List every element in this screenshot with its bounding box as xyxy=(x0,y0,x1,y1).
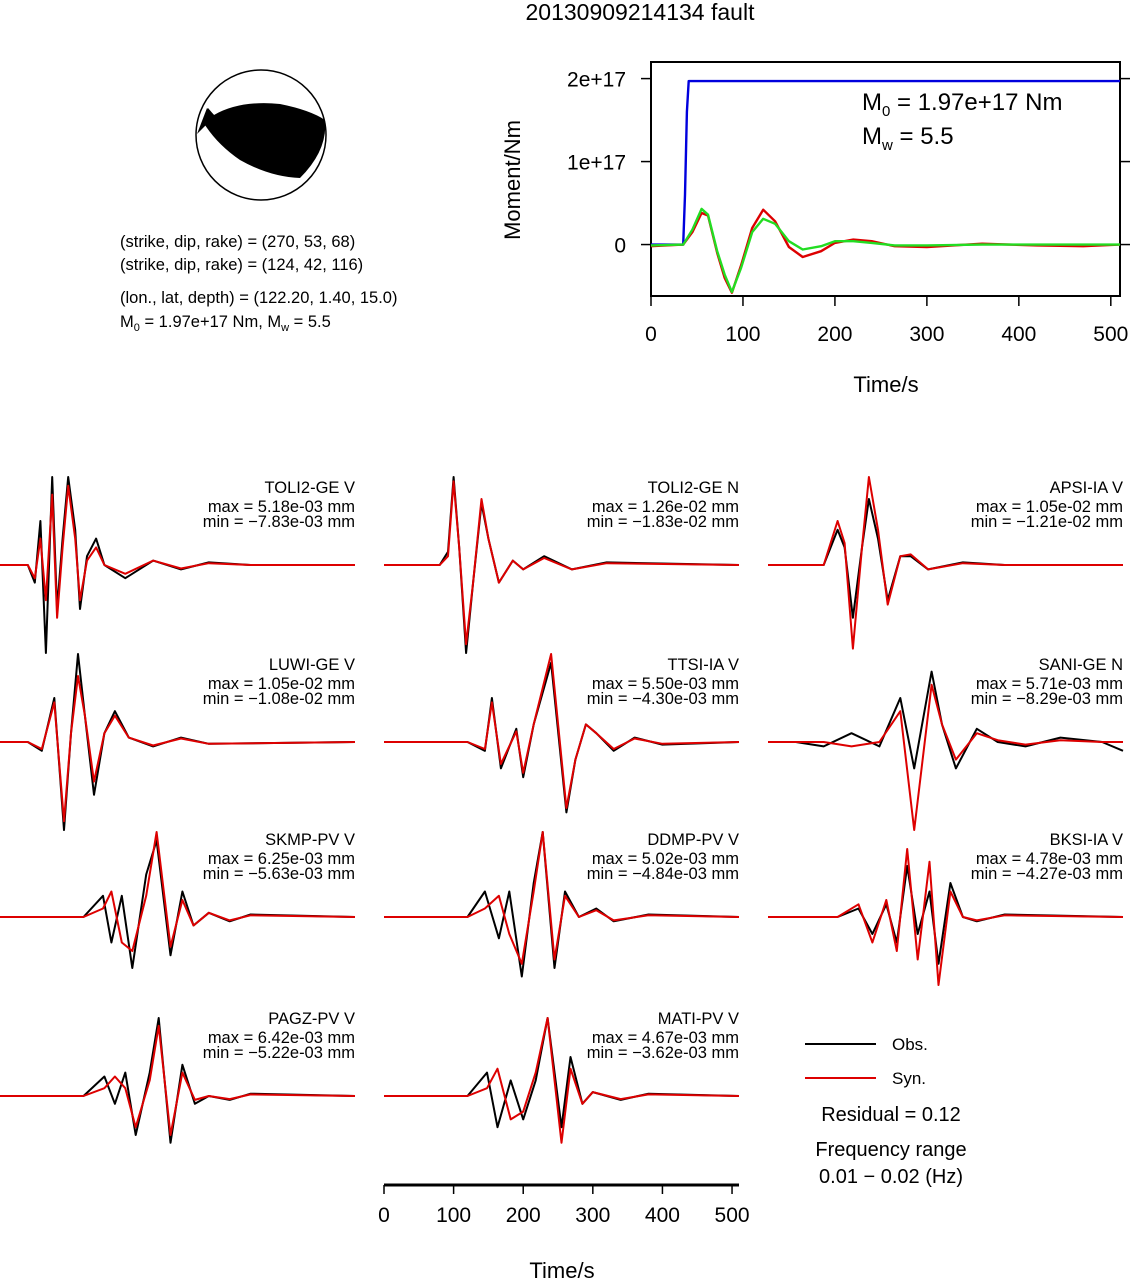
station-name: BKSI-IA V xyxy=(1050,831,1123,849)
station-min: min = −7.83e-03 mm xyxy=(203,513,355,531)
synthetic-trace xyxy=(0,1024,356,1136)
station-max: max = 1.05e-02 mm xyxy=(208,675,355,693)
station-name: LUWI-GE V xyxy=(269,656,355,674)
event-location: (lon., lat, depth) = (122.20, 1.40, 15.0… xyxy=(120,289,397,307)
station-max: max = 6.42e-03 mm xyxy=(208,1029,355,1047)
station-max: max = 5.02e-03 mm xyxy=(592,850,739,868)
moment-m0-annotation: M0 = 1.97e+17 Nm xyxy=(862,89,1062,120)
station-min: min = −3.62e-03 mm xyxy=(587,1044,739,1062)
moment-y-tick-label: 1e+17 xyxy=(567,152,626,175)
station-name: TTSI-IA V xyxy=(667,656,739,674)
moment-x-tick-label: 500 xyxy=(1093,323,1128,346)
station-min: min = −1.08e-02 mm xyxy=(203,690,355,708)
station-name: PAGZ-PV V xyxy=(268,1010,355,1028)
station-max: max = 4.78e-03 mm xyxy=(976,850,1123,868)
moment-series xyxy=(650,79,1121,294)
waveform-x-tick-label: 200 xyxy=(506,1204,541,1227)
compressional-quadrant xyxy=(205,103,326,178)
moment-x-tick-label: 100 xyxy=(725,323,760,346)
moment-y-tick-label: 0 xyxy=(614,235,626,258)
figure-title: 20130909214134 fault xyxy=(526,0,756,25)
moment-x-axis-label: Time/s xyxy=(853,372,918,397)
station-min: min = −4.30e-03 mm xyxy=(587,690,739,708)
residual-label: Residual = 0.12 xyxy=(821,1104,961,1126)
station-name: TOLI2-GE N xyxy=(648,479,739,497)
moment-x-tick-label: 400 xyxy=(1001,323,1036,346)
frequency-range-value: 0.01 − 0.02 (Hz) xyxy=(819,1166,963,1188)
nodal-plane-1: (strike, dip, rake) = (270, 53, 68) xyxy=(120,233,355,251)
moment-y-tick-label: 2e+17 xyxy=(567,69,626,92)
station-name: TOLI2-GE V xyxy=(265,479,355,497)
waveform-x-tick-label: 500 xyxy=(715,1204,750,1227)
station-name: SANI-GE N xyxy=(1039,656,1123,674)
moment-magnitude-line: M0 = 1.97e+17 Nm, Mw = 5.5 xyxy=(120,313,331,334)
synthetic-trace xyxy=(384,480,740,646)
waveform-x-axis-label: Time/s xyxy=(529,1258,594,1280)
legend-syn-label: Syn. xyxy=(892,1069,926,1088)
synthetic-trace xyxy=(384,653,740,809)
station-max: max = 1.05e-02 mm xyxy=(976,498,1123,516)
station-max: max = 5.18e-03 mm xyxy=(208,498,355,516)
station-name: DDMP-PV V xyxy=(647,831,739,849)
station-min: min = −4.27e-03 mm xyxy=(971,865,1123,883)
moment-rate-line xyxy=(650,207,1120,294)
station-max: max = 6.25e-03 mm xyxy=(208,850,355,868)
moment-plot-frame xyxy=(650,61,1121,297)
synthetic-trace xyxy=(768,476,1123,650)
station-max: max = 1.26e-02 mm xyxy=(592,498,739,516)
station-min: min = −1.21e-02 mm xyxy=(971,513,1123,531)
synthetic-trace xyxy=(384,1017,740,1144)
nodal-plane-2: (strike, dip, rake) = (124, 42, 116) xyxy=(120,256,363,274)
moment-x-tick-label: 0 xyxy=(645,323,657,346)
station-min: min = −5.63e-03 mm xyxy=(203,865,355,883)
waveform-x-tick-label: 0 xyxy=(378,1204,390,1227)
waveform-time-axis: 0 100 200 300 400 500 xyxy=(378,1183,750,1227)
moment-mw-annotation: Mw = 5.5 xyxy=(862,123,954,154)
station-name: MATI-PV V xyxy=(658,1010,739,1028)
moment-rate-line xyxy=(650,208,1121,294)
station-min: min = −1.83e-02 mm xyxy=(587,513,739,531)
compressional-sliver xyxy=(197,108,215,134)
legend: Obs. Syn. Residual = 0.12 Frequency rang… xyxy=(805,1035,967,1188)
synthetic-trace xyxy=(0,831,356,952)
station-max: max = 4.67e-03 mm xyxy=(592,1029,739,1047)
station-min: min = −5.22e-03 mm xyxy=(203,1044,355,1062)
synthetic-trace xyxy=(768,848,1124,986)
station-min: min = −4.84e-03 mm xyxy=(587,865,739,883)
moment-x-tick-label: 200 xyxy=(817,323,852,346)
station-name: SKMP-PV V xyxy=(265,831,355,849)
synthetic-trace xyxy=(0,484,355,619)
moment-x-tick-label: 300 xyxy=(909,323,944,346)
frequency-range-label: Frequency range xyxy=(815,1139,966,1161)
moment-function-plot: 0 100 200 300 400 500 0 1e+17 2e+17 Moment/Nm Ti… xyxy=(500,61,1130,397)
moment-axis-ticks: 0 100 200 300 400 500 0 1e+17 2e+17 xyxy=(567,69,1130,346)
focal-info: (strike, dip, rake) = (270, 53, 68) (str… xyxy=(120,233,397,334)
waveform-x-tick-label: 100 xyxy=(436,1204,471,1227)
waveform-x-tick-label: 400 xyxy=(645,1204,680,1227)
waveform-x-tick-label: 300 xyxy=(575,1204,610,1227)
station-max: max = 5.71e-03 mm xyxy=(976,675,1123,693)
synthetic-trace xyxy=(384,831,740,965)
station-name: APSI-IA V xyxy=(1050,479,1123,497)
moment-y-axis-label: Moment/Nm xyxy=(500,120,525,240)
station-max: max = 5.50e-03 mm xyxy=(592,675,739,693)
legend-obs-label: Obs. xyxy=(892,1035,928,1054)
focal-mechanism-beachball xyxy=(195,69,327,201)
synthetic-trace xyxy=(768,683,1123,831)
synthetic-trace xyxy=(0,675,356,823)
station-min: min = −8.29e-03 mm xyxy=(971,690,1123,708)
